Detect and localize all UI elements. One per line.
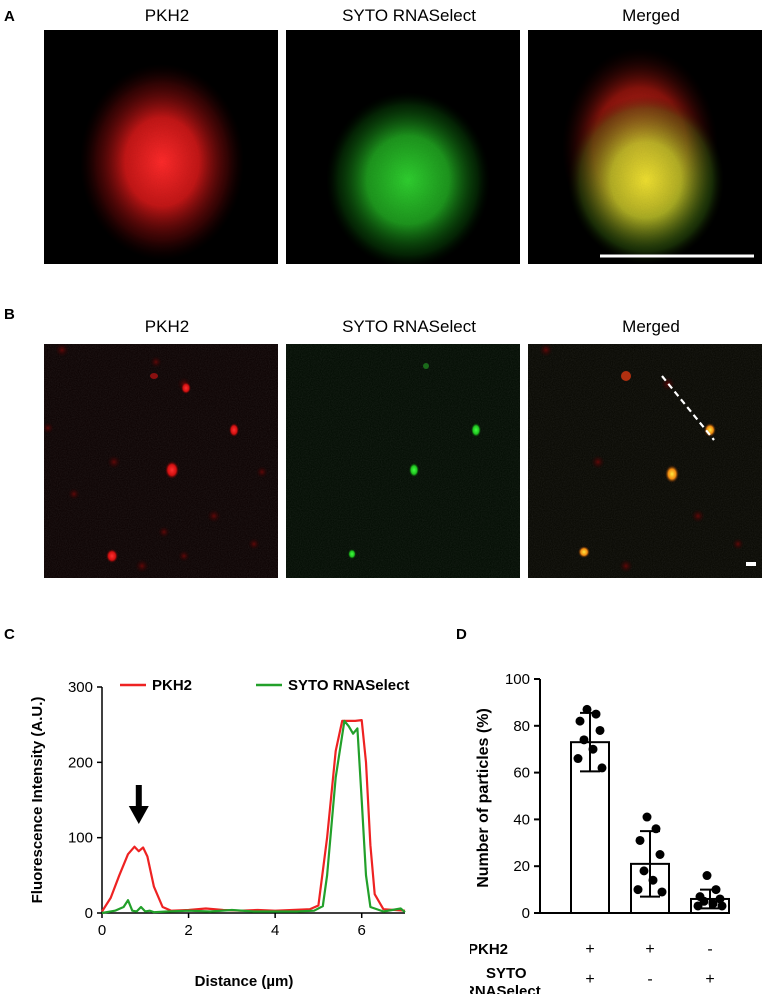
data-point [579, 735, 589, 745]
data-point [648, 875, 658, 885]
y-tick-label-d: 80 [513, 718, 530, 735]
title-b-pkh2: PKH2 [144, 317, 190, 336]
particle-bar-chart: 0 20 40 60 80 100 Number of particles (%) PKH… [470, 671, 730, 994]
y-tick-label-d: 0 [522, 905, 530, 922]
data-point [651, 824, 661, 834]
data-point [642, 812, 652, 822]
data-point [595, 725, 605, 735]
data-point [591, 709, 601, 719]
data-point [573, 754, 583, 764]
syto-sign-0: + [585, 971, 594, 988]
y-tick-label-d: 100 [505, 671, 530, 688]
data-point [711, 885, 721, 895]
title-a-merged: Merged [622, 6, 680, 25]
pkh2-sign-2: - [707, 941, 712, 958]
y-tick-label-d: 40 [513, 811, 530, 828]
y-tick-label-c: 200 [68, 754, 93, 771]
data-point [708, 899, 718, 909]
x-tick-label-c: 2 [184, 922, 192, 939]
data-point [633, 885, 643, 895]
data-point [575, 716, 585, 726]
microscopy-a-syto [286, 30, 520, 264]
data-point [702, 871, 712, 881]
arrow-head [128, 806, 149, 824]
data-point [657, 887, 667, 897]
data-point [582, 704, 592, 714]
y-tick-label-d: 20 [513, 858, 530, 875]
series-line-syto [101, 719, 406, 915]
title-a-syto: SYTO RNASelect [342, 6, 476, 25]
legend-label-syto: SYTO RNASelect [288, 677, 409, 694]
data-point [597, 763, 607, 773]
panel-label-b: B [4, 306, 15, 323]
panel-label-a: A [4, 8, 15, 25]
microscopy-b-merged [528, 344, 762, 578]
row-label-pkh2: PKH2 [470, 941, 508, 958]
y-tick-label-c: 300 [68, 679, 93, 696]
title-b-syto: SYTO RNASelect [342, 317, 476, 336]
syto-sign-2: + [705, 971, 714, 988]
data-point [715, 894, 725, 904]
line-profile-chart: 0 100 200 300 0 2 4 6 PKH2 SYTO RNASelect Fluore… [29, 677, 409, 990]
ylabel-d: Number of particles (%) [475, 708, 492, 888]
ylabel-c: Fluorescence Intensity (A.U.) [29, 697, 46, 904]
row-label-syto-line2: RNASelect [470, 983, 541, 994]
data-point [655, 850, 665, 859]
title-a-pkh2: PKH2 [144, 6, 190, 25]
data-point [635, 835, 645, 845]
row-label-syto-line1: SYTO [486, 965, 527, 982]
pkh2-sign-0: + [585, 941, 594, 958]
data-point [717, 901, 727, 911]
panel-label-c: C [4, 626, 15, 643]
pkh2-sign-1: + [645, 941, 654, 958]
data-point [639, 866, 649, 876]
microscopy-a-pkh2 [44, 30, 278, 264]
x-tick-label-c: 0 [98, 922, 106, 939]
y-tick-label-c: 100 [68, 830, 93, 847]
data-point [588, 744, 598, 754]
y-tick-label-d: 60 [513, 765, 530, 782]
x-tick-label-c: 6 [358, 922, 366, 939]
microscopy-b-pkh2 [44, 344, 278, 578]
xlabel-c: Distance (µm) [195, 973, 294, 990]
series-line-pkh2 [101, 718, 406, 913]
y-tick-label-c: 0 [85, 905, 93, 922]
x-tick-label-c: 4 [271, 922, 279, 939]
line-profile-path [661, 375, 715, 441]
legend-label-pkh2: PKH2 [152, 677, 192, 694]
data-point [693, 901, 703, 911]
microscopy-b-syto [286, 344, 520, 578]
panel-label-d: D [456, 626, 467, 643]
microscopy-a-merged [528, 30, 762, 264]
title-b-merged: Merged [622, 317, 680, 336]
syto-sign-1: - [647, 971, 652, 988]
